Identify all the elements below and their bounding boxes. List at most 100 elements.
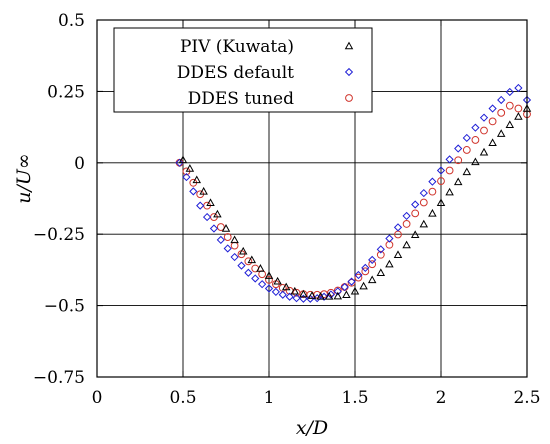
data-point: [278, 290, 287, 299]
data-point: [402, 240, 411, 249]
data-point: [264, 271, 274, 279]
data-point: [402, 211, 411, 221]
data-point: [285, 292, 294, 301]
x-tick-label: 2: [436, 388, 447, 408]
legend-marker: [344, 41, 354, 50]
data-point: [185, 164, 195, 172]
data-point: [333, 287, 342, 296]
data-point: [505, 87, 514, 97]
data-point: [445, 155, 454, 164]
data-point: [393, 250, 403, 258]
data-point: [206, 198, 215, 207]
data-point: [471, 157, 480, 166]
plot-frame: [96, 19, 528, 378]
data-point: [514, 112, 523, 120]
data-point: [354, 273, 363, 282]
data-point: [347, 278, 356, 287]
data-point: [223, 233, 232, 241]
data-point: [462, 167, 472, 176]
data-point: [273, 276, 282, 285]
data-point: [333, 286, 342, 295]
legend: PIV (Kuwata) DDES default DDES tuned: [113, 27, 373, 113]
data-point: [368, 260, 377, 269]
data-point: [411, 209, 420, 218]
data-point: [488, 104, 497, 113]
data-point: [306, 294, 315, 303]
data-point: [192, 175, 202, 184]
x-tick-label: 0.5: [169, 388, 196, 408]
tick-labels: 0 0.5 1 1.5 2 2.5 0.5 0.25 0 −0.25 −0.5 −0.75: [33, 11, 541, 408]
data-point: [479, 113, 489, 122]
data-point: [258, 270, 267, 279]
data-point: [454, 144, 463, 153]
data-point: [514, 104, 523, 113]
data-point: [244, 268, 253, 277]
data-point: [411, 200, 420, 209]
data-point: [419, 219, 429, 228]
data-point: [361, 267, 370, 276]
series-triangle: [178, 104, 532, 300]
data-point: [428, 208, 437, 217]
data-point: [175, 158, 184, 167]
data-point: [368, 255, 377, 265]
y-tick-label: −0.5: [44, 297, 85, 317]
data-point: [376, 250, 385, 259]
x-tick-label: 1: [264, 388, 275, 408]
data-point: [347, 277, 356, 286]
data-point: [244, 257, 253, 266]
data-point: [393, 223, 403, 232]
data-point: [307, 291, 317, 299]
axis-ticks: [96, 19, 528, 378]
data-point: [340, 282, 349, 292]
data-point: [209, 224, 219, 233]
data-point: [419, 188, 428, 198]
legend-label: DDES tuned: [188, 89, 295, 109]
data-point: [359, 281, 368, 290]
data-point: [223, 244, 232, 253]
data-point: [505, 120, 515, 129]
data-point: [271, 287, 280, 296]
data-point: [178, 155, 188, 164]
x-tick-label: 1.5: [341, 388, 368, 408]
data-point: [479, 147, 489, 156]
legend-marker: [344, 67, 354, 77]
data-point: [189, 187, 198, 196]
data-point: [221, 224, 231, 232]
data-point: [230, 241, 239, 250]
data-point: [367, 275, 377, 284]
data-point: [436, 198, 446, 207]
data-point: [496, 129, 506, 137]
data-point: [264, 284, 274, 293]
data-point: [237, 261, 246, 270]
data-point: [216, 235, 225, 245]
data-point: [497, 95, 506, 105]
data-point: [453, 177, 463, 186]
x-tick-label: 2.5: [513, 388, 540, 408]
data-point: [445, 187, 454, 196]
data-point: [213, 209, 222, 218]
y-axis-label: u/U∞: [13, 153, 35, 203]
data-point: [437, 177, 445, 185]
data-point: [471, 123, 480, 132]
data-point: [281, 282, 291, 291]
data-point: [376, 245, 385, 254]
y-tick-label: 0.5: [58, 11, 85, 31]
series-layer: [175, 83, 532, 303]
data-point: [428, 187, 437, 196]
data-point: [436, 166, 446, 175]
data-point: [402, 220, 411, 228]
data-point: [340, 283, 349, 291]
legend-label: PIV (Kuwata): [180, 37, 294, 57]
data-point: [216, 223, 225, 231]
data-point: [445, 166, 454, 175]
x-tick-label: 0: [92, 388, 103, 408]
legend-label: DDES default: [177, 63, 294, 83]
data-point: [419, 198, 428, 207]
data-point: [410, 230, 420, 238]
data-point: [488, 138, 497, 147]
data-point: [462, 146, 471, 154]
data-point: [199, 186, 208, 195]
legend-marker: [345, 94, 353, 102]
data-point: [292, 294, 301, 303]
